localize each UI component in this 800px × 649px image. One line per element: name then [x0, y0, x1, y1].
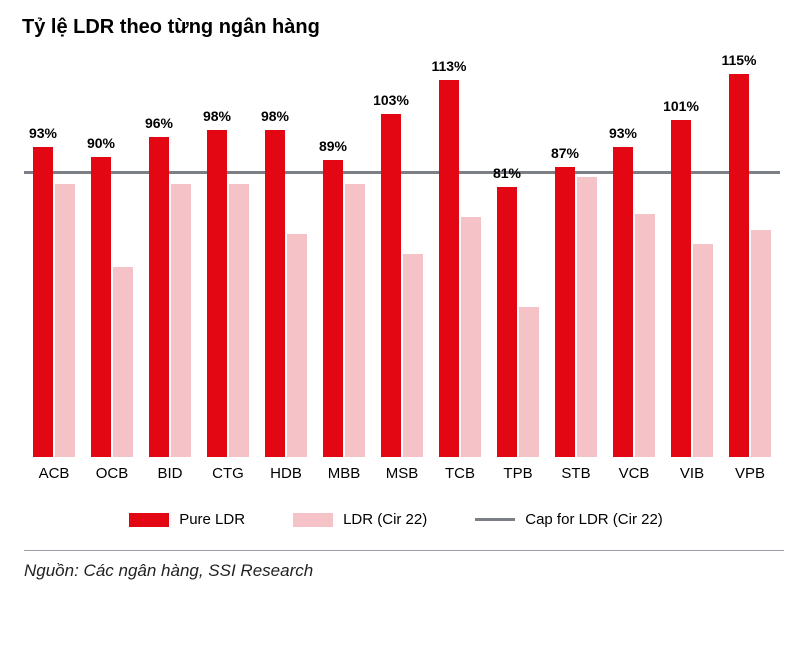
bar-pure-ldr: [729, 74, 749, 457]
x-tick: TCB: [445, 465, 475, 482]
bar-value-label: 81%: [479, 165, 535, 181]
x-tick: CTG: [212, 465, 244, 482]
bar-ldr-(cir-22): [171, 184, 191, 457]
bar-ldr-(cir-22): [461, 217, 481, 457]
legend-item: Cap for LDR (Cir 22): [475, 511, 663, 528]
chart-container: Tỷ lệ LDR theo từng ngân hàng 93%90%96%9…: [0, 0, 800, 649]
bar-pure-ldr: [439, 80, 459, 457]
bar-value-label: 103%: [363, 92, 419, 108]
bar-pure-ldr: [91, 157, 111, 457]
source-text: Nguồn: Các ngân hàng, SSI Research: [24, 561, 782, 581]
bar-pure-ldr: [149, 137, 169, 457]
cap-line: [24, 171, 780, 174]
footer-rule: [24, 550, 784, 551]
legend-swatch: [293, 513, 333, 527]
legend: Pure LDR LDR (Cir 22) Cap for LDR (Cir 22): [18, 511, 774, 528]
bar-pure-ldr: [381, 114, 401, 457]
chart-title: Tỷ lệ LDR theo từng ngân hàng: [22, 16, 782, 39]
bar-pure-ldr: [613, 147, 633, 457]
x-tick: VPB: [735, 465, 765, 482]
bar-ldr-(cir-22): [55, 184, 75, 457]
x-tick: OCB: [96, 465, 129, 482]
bar-ldr-(cir-22): [113, 267, 133, 457]
x-tick: STB: [561, 465, 590, 482]
bar-ldr-(cir-22): [345, 184, 365, 457]
legend-swatch: [129, 513, 169, 527]
bar-value-label: 93%: [595, 125, 651, 141]
x-tick: MSB: [386, 465, 419, 482]
bar-value-label: 93%: [15, 125, 71, 141]
bar-ldr-(cir-22): [287, 234, 307, 457]
bar-value-label: 113%: [421, 58, 477, 74]
bar-pure-ldr: [671, 120, 691, 457]
x-tick: HDB: [270, 465, 302, 482]
x-tick: MBB: [328, 465, 361, 482]
bar-ldr-(cir-22): [635, 214, 655, 457]
bar-pure-ldr: [555, 167, 575, 457]
bar-value-label: 90%: [73, 135, 129, 151]
x-tick: TPB: [503, 465, 532, 482]
x-axis: ACB OCB BID CTG HDB MBB MSB TCB TPB STB VCB VIB VPB: [24, 459, 780, 487]
chart-area: 93%90%96%98%98%89%103%113%81%87%93%101%1…: [24, 57, 780, 487]
bar-value-label: 101%: [653, 98, 709, 114]
bar-value-label: 98%: [247, 108, 303, 124]
bar-ldr-(cir-22): [693, 244, 713, 457]
x-tick: VCB: [619, 465, 650, 482]
bar-pure-ldr: [33, 147, 53, 457]
x-tick: VIB: [680, 465, 704, 482]
legend-label: LDR (Cir 22): [343, 511, 427, 528]
bar-value-label: 89%: [305, 138, 361, 154]
bar-ldr-(cir-22): [577, 177, 597, 457]
legend-label: Cap for LDR (Cir 22): [525, 511, 663, 528]
legend-label: Pure LDR: [179, 511, 245, 528]
x-tick: ACB: [39, 465, 70, 482]
bar-value-label: 96%: [131, 115, 187, 131]
bar-ldr-(cir-22): [751, 230, 771, 457]
bar-pure-ldr: [207, 130, 227, 457]
legend-item: Pure LDR: [129, 511, 245, 528]
plot-region: 93%90%96%98%98%89%103%113%81%87%93%101%1…: [24, 57, 780, 457]
bar-pure-ldr: [497, 187, 517, 457]
bar-value-label: 98%: [189, 108, 245, 124]
bar-ldr-(cir-22): [403, 254, 423, 457]
bar-pure-ldr: [265, 130, 285, 457]
bar-value-label: 87%: [537, 145, 593, 161]
bar-ldr-(cir-22): [519, 307, 539, 457]
bar-pure-ldr: [323, 160, 343, 457]
legend-line: [475, 518, 515, 521]
x-tick: BID: [157, 465, 182, 482]
bar-value-label: 115%: [711, 52, 767, 68]
legend-item: LDR (Cir 22): [293, 511, 427, 528]
bar-ldr-(cir-22): [229, 184, 249, 457]
